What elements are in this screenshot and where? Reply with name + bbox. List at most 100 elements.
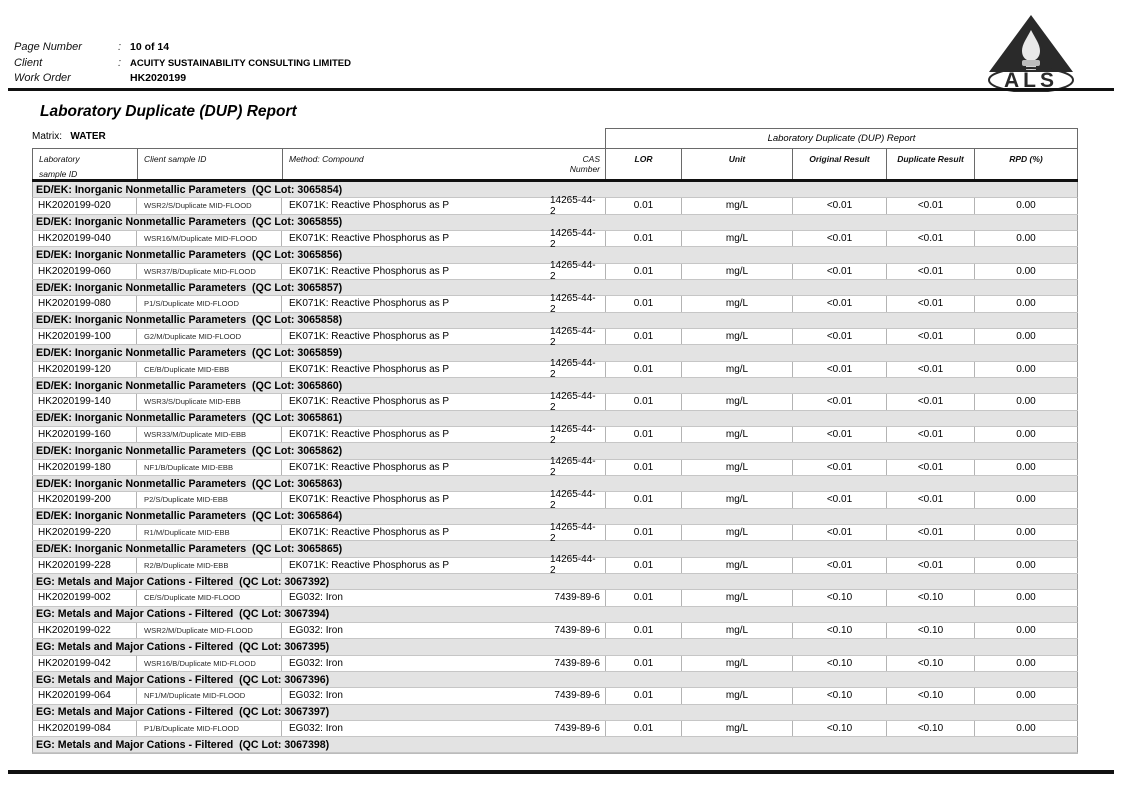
- lab-sample-id-cell: HK2020199-100: [32, 328, 137, 345]
- original-result-cell: <0.10: [793, 720, 887, 737]
- unit-cell: mg/L: [682, 230, 793, 247]
- duplicate-result-cell: <0.10: [887, 590, 975, 606]
- table-row: HK2020199-020 WSR2/S/Duplicate MID-FLOOD E…: [32, 195, 1078, 217]
- client-sample-id-cell: R2/B/Duplicate MID-EBB: [137, 557, 282, 573]
- group-header-row: ED/EK: Inorganic Nonmetallic Parameters …: [32, 182, 1078, 199]
- cas-number-cell: 7439-89-6: [550, 590, 606, 606]
- lor-cell: 0.01: [606, 263, 682, 279]
- lab-sample-id-cell: HK2020199-220: [32, 524, 137, 541]
- method-compound-cell: EK071K: Reactive Phosphorus as P: [282, 557, 550, 573]
- method-compound-cell: EK071K: Reactive Phosphorus as P: [282, 524, 550, 541]
- cas-number-cell: 14265-44-2: [550, 326, 606, 348]
- client-colon: :: [118, 57, 122, 69]
- group-header-row: ED/EK: Inorganic Nonmetallic Parameters …: [32, 247, 1078, 264]
- method-compound-cell: EK071K: Reactive Phosphorus as P: [282, 263, 550, 279]
- rpd-cell: 0.00: [975, 720, 1078, 737]
- original-result-cell: <0.10: [793, 590, 887, 606]
- duplicate-result-cell: <0.01: [887, 426, 975, 443]
- lab-sample-id-cell: HK2020199-064: [32, 688, 137, 704]
- lor-cell: 0.01: [606, 655, 682, 671]
- method-compound-cell: EK071K: Reactive Phosphorus as P: [282, 459, 550, 475]
- rpd-cell: 0.00: [975, 426, 1078, 443]
- client-value: ACUITY SUSTAINABILITY CONSULTING LIMITED: [130, 58, 351, 69]
- group-header-row: ED/EK: Inorganic Nonmetallic Parameters …: [32, 508, 1078, 525]
- unit-cell: mg/L: [682, 622, 793, 639]
- original-result-cell: <0.01: [793, 524, 887, 541]
- unit-cell: mg/L: [682, 263, 793, 279]
- client-field: Client : ACUITY SUSTAINABILITY CONSULTIN…: [14, 57, 351, 69]
- cas-number-cell: 14265-44-2: [550, 489, 606, 511]
- rpd-cell: 0.00: [975, 557, 1078, 573]
- als-logo: ALS: [985, 12, 1077, 93]
- duplicate-result-cell: <0.01: [887, 557, 975, 573]
- duplicate-result-cell: <0.01: [887, 361, 975, 377]
- original-result-cell: <0.01: [793, 459, 887, 475]
- client-sample-id-cell: WSR16/M/Duplicate MID-FLOOD: [137, 230, 282, 247]
- group-header-row: ED/EK: Inorganic Nonmetallic Parameters …: [32, 410, 1078, 427]
- rpd-cell: 0.00: [975, 328, 1078, 345]
- unit-cell: mg/L: [682, 459, 793, 475]
- client-sample-id-cell: WSR37/B/Duplicate MID-FLOOD: [137, 263, 282, 279]
- table-row: HK2020199-060 WSR37/B/Duplicate MID-FLOOD…: [32, 260, 1078, 282]
- group-header-row: EG: Metals and Major Cations - Filtered …: [32, 573, 1078, 591]
- matrix-value: WATER: [70, 131, 106, 142]
- client-sample-id-cell: WSR2/M/Duplicate MID-FLOOD: [137, 622, 282, 639]
- lor-cell: 0.01: [606, 557, 682, 573]
- lab-sample-id-cell: HK2020199-160: [32, 426, 137, 443]
- unit-cell: mg/L: [682, 688, 793, 704]
- unit-cell: mg/L: [682, 394, 793, 410]
- col-header-method-compound: Method: Compound: [282, 149, 550, 179]
- rpd-cell: 0.00: [975, 655, 1078, 671]
- method-compound-cell: EK071K: Reactive Phosphorus as P: [282, 296, 550, 312]
- client-sample-id-cell: P2/S/Duplicate MID-EBB: [137, 492, 282, 508]
- col-header-unit: Unit: [682, 149, 793, 179]
- table-row: HK2020199-084 P1/B/Duplicate MID-FLOOD EG0…: [32, 720, 1078, 738]
- group-header-row: ED/EK: Inorganic Nonmetallic Parameters …: [32, 541, 1078, 558]
- rpd-cell: 0.00: [975, 198, 1078, 214]
- group-header-row: EG: Metals and Major Cations - Filtered …: [32, 704, 1078, 721]
- col-header-rpd: RPD (%): [975, 149, 1078, 179]
- lab-sample-id-cell: HK2020199-140: [32, 394, 137, 410]
- method-compound-cell: EK071K: Reactive Phosphorus as P: [282, 198, 550, 214]
- page-number-colon: :: [118, 41, 122, 53]
- cas-number-cell: 14265-44-2: [550, 293, 606, 315]
- col-header-duplicate-result: Duplicate Result: [887, 149, 975, 179]
- unit-cell: mg/L: [682, 328, 793, 345]
- table-row: HK2020199-220 R1/M/Duplicate MID-EBB EK071…: [32, 522, 1078, 544]
- unit-cell: mg/L: [682, 655, 793, 671]
- col-header-cas-number: CAS Number: [550, 149, 606, 179]
- group-header-row: ED/EK: Inorganic Nonmetallic Parameters …: [32, 279, 1078, 297]
- client-sample-id-cell: P1/S/Duplicate MID-FLOOD: [137, 296, 282, 312]
- original-result-cell: <0.01: [793, 426, 887, 443]
- table-row: HK2020199-160 WSR33/M/Duplicate MID-EBB EK…: [32, 424, 1078, 446]
- rpd-cell: 0.00: [975, 459, 1078, 475]
- lor-cell: 0.01: [606, 230, 682, 247]
- duplicate-result-cell: <0.01: [887, 394, 975, 410]
- footer-rule: [8, 770, 1114, 774]
- table-header-row: Laboratory sample ID Client sample ID Me…: [32, 148, 1078, 182]
- method-compound-cell: EG032: Iron: [282, 720, 550, 737]
- client-sample-id-cell: WSR3/S/Duplicate MID-EBB: [137, 394, 282, 410]
- lor-cell: 0.01: [606, 328, 682, 345]
- lor-cell: 0.01: [606, 361, 682, 377]
- group-header-row: ED/EK: Inorganic Nonmetallic Parameters …: [32, 312, 1078, 329]
- cas-number-cell: 14265-44-2: [550, 195, 606, 217]
- table-row: HK2020199-180 NF1/B/Duplicate MID-EBB EK07…: [32, 456, 1078, 478]
- lab-sample-id-cell: HK2020199-120: [32, 361, 137, 377]
- method-compound-cell: EK071K: Reactive Phosphorus as P: [282, 230, 550, 247]
- dup-table-body: ED/EK: Inorganic Nonmetallic Parameters …: [32, 182, 1078, 755]
- page-number-field: Page Number : 10 of 14: [14, 41, 169, 53]
- duplicate-result-cell: <0.10: [887, 720, 975, 737]
- method-compound-cell: EK071K: Reactive Phosphorus as P: [282, 492, 550, 508]
- lor-cell: 0.01: [606, 426, 682, 443]
- cas-number-cell: 14265-44-2: [550, 456, 606, 478]
- cas-number-cell: 14265-44-2: [550, 522, 606, 544]
- method-compound-cell: EG032: Iron: [282, 655, 550, 671]
- client-sample-id-cell: R1/M/Duplicate MID-EBB: [137, 524, 282, 541]
- rpd-cell: 0.00: [975, 230, 1078, 247]
- cas-number-cell: 14265-44-2: [550, 260, 606, 282]
- unit-cell: mg/L: [682, 557, 793, 573]
- cas-number-cell: 7439-89-6: [550, 655, 606, 671]
- method-compound-cell: EK071K: Reactive Phosphorus as P: [282, 328, 550, 345]
- rpd-cell: 0.00: [975, 492, 1078, 508]
